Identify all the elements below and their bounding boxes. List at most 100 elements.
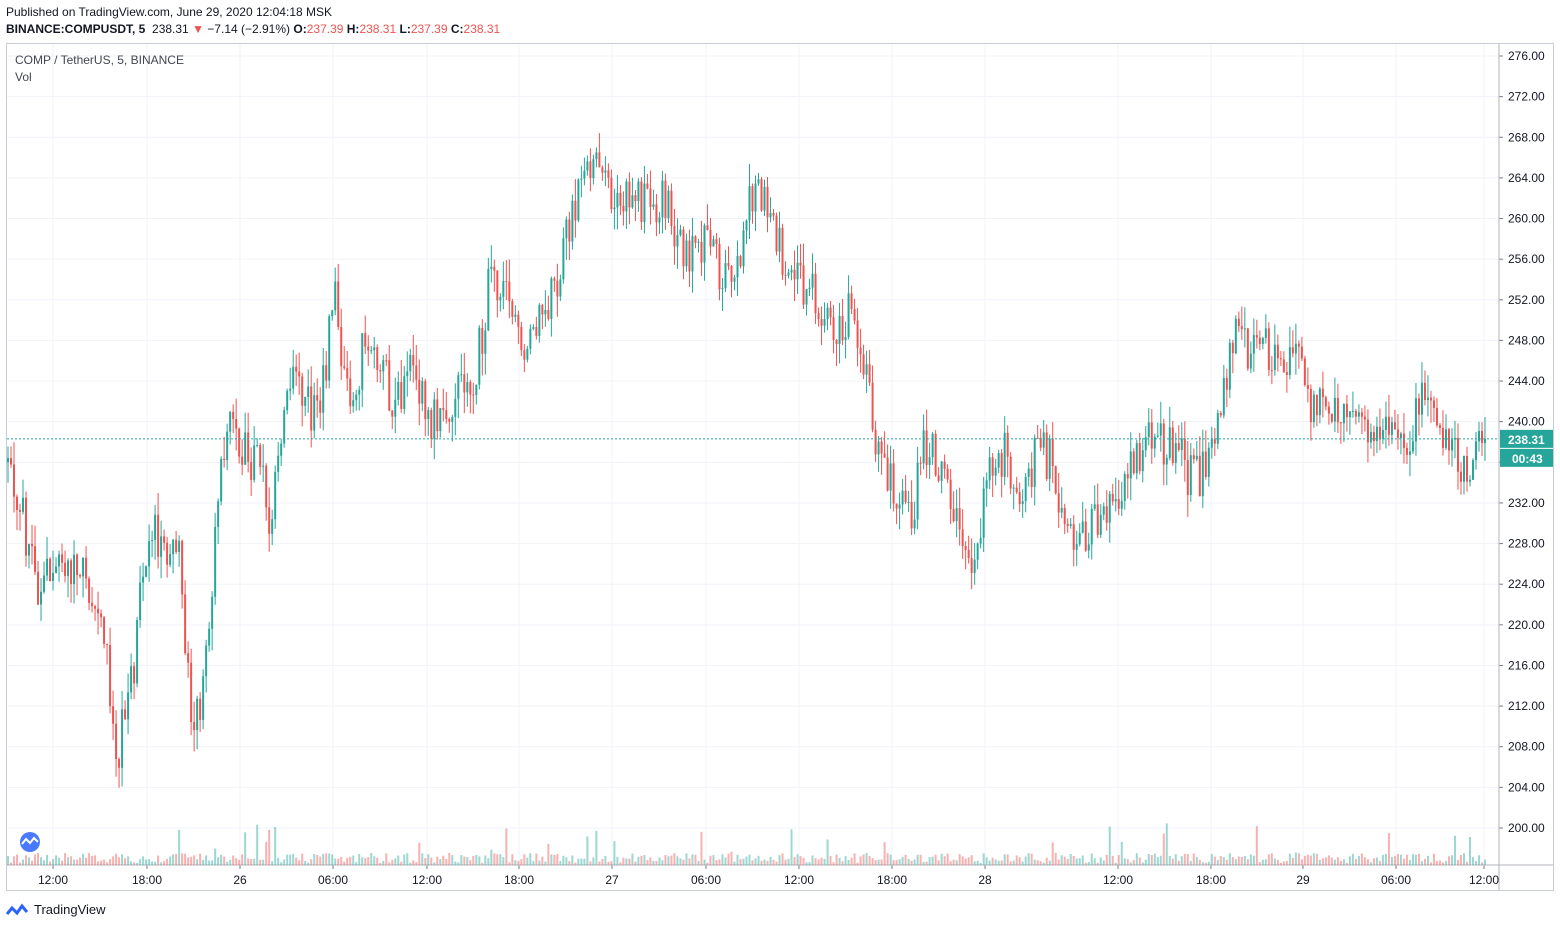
candle-body — [595, 152, 598, 160]
volume-bar — [1348, 856, 1351, 865]
candle-body — [1264, 328, 1267, 338]
candle-body — [463, 374, 466, 393]
candle-body — [1484, 438, 1486, 443]
candle-body — [334, 281, 337, 311]
candle-body — [937, 475, 940, 481]
volume-bar — [1147, 854, 1150, 865]
volume-bar — [226, 861, 229, 865]
candle-body — [1267, 328, 1270, 371]
volume-bar — [928, 857, 931, 865]
candle-body — [1207, 447, 1210, 477]
candle-body — [1477, 430, 1480, 442]
candle-body — [1150, 422, 1153, 449]
candle-body — [1321, 388, 1324, 398]
candle-body — [961, 529, 964, 547]
candle-body — [760, 179, 763, 211]
volume-bar — [1159, 855, 1162, 865]
volume-bar — [211, 860, 214, 865]
candle-body — [697, 241, 700, 243]
candle-body — [1153, 436, 1156, 449]
volume-bar — [454, 861, 457, 865]
volume-bar — [583, 858, 586, 865]
candle-body — [817, 313, 820, 320]
candle-body — [850, 293, 853, 310]
candle-body — [502, 281, 505, 297]
candle-body — [1402, 433, 1405, 448]
volume-bar — [1444, 860, 1447, 865]
volume-bar — [343, 861, 346, 865]
candle-body — [1420, 382, 1423, 415]
volume-bar — [1069, 854, 1072, 865]
volume-bar — [991, 857, 994, 865]
volume-bar — [973, 861, 976, 865]
volume-bar — [373, 856, 376, 865]
candle-body — [589, 161, 592, 179]
volume-bar — [1336, 857, 1339, 865]
volume-bar — [1216, 859, 1219, 865]
candle-body — [484, 330, 487, 354]
candle-body — [601, 167, 604, 173]
volume-bar — [193, 855, 196, 865]
volume-bar — [208, 860, 211, 865]
candle-body — [1099, 514, 1102, 535]
candle-body — [1228, 342, 1231, 390]
volume-bar — [628, 858, 631, 865]
volume-bar — [385, 853, 388, 865]
volume-bar — [277, 857, 280, 865]
candle-body — [1117, 498, 1120, 509]
candle-body — [1027, 468, 1030, 477]
volume-bar — [1120, 841, 1123, 865]
candle-body — [814, 273, 817, 314]
volume-bar — [862, 854, 865, 865]
volume-bar — [1204, 862, 1207, 865]
volume-bar — [367, 857, 370, 865]
volume-bar — [1009, 861, 1012, 865]
candle-body — [1084, 521, 1087, 551]
volume-bar — [1471, 857, 1474, 865]
volume-bar — [457, 862, 460, 865]
volume-bar — [523, 854, 526, 865]
candle-body — [1249, 353, 1252, 369]
volume-bar — [517, 860, 520, 865]
candle-body — [1411, 441, 1414, 452]
candle-body — [661, 180, 664, 218]
volume-bar — [157, 855, 160, 865]
candle-body — [439, 408, 442, 432]
volume-bar — [1408, 860, 1411, 865]
candle-body — [22, 497, 25, 512]
x-tick-label: 18:00 — [504, 873, 534, 887]
candle-body — [1435, 407, 1438, 426]
volume-bar — [379, 862, 382, 865]
volume-bar — [1060, 855, 1063, 865]
tradingview-watermark-icon — [20, 832, 40, 852]
candle-body — [1432, 400, 1435, 408]
volume-bar — [1405, 854, 1408, 865]
candle-body — [1162, 423, 1165, 465]
chart-frame[interactable] — [6, 43, 1554, 891]
candle-body — [577, 179, 580, 221]
candle-body — [634, 195, 637, 202]
candle-body — [847, 293, 850, 338]
candle-body — [1009, 456, 1012, 489]
candle-body — [643, 183, 646, 223]
candle-body — [829, 307, 832, 318]
volume-bar — [508, 862, 511, 865]
x-tick-label: 18:00 — [1196, 873, 1226, 887]
candle-body — [604, 170, 607, 173]
volume-bar — [283, 859, 286, 865]
candle-body — [349, 378, 352, 407]
volume-bar — [712, 855, 715, 865]
candle-body — [619, 192, 622, 206]
volume-bar — [784, 859, 787, 865]
candle-body — [925, 430, 928, 465]
volume-bar — [7, 856, 9, 865]
candle-body — [838, 315, 841, 345]
candle-body — [1300, 346, 1303, 359]
volume-bar — [664, 854, 667, 865]
candle-body — [472, 394, 475, 396]
volume-bar — [1450, 855, 1453, 865]
candle-body — [457, 375, 460, 399]
volume-bar — [265, 841, 268, 865]
candle-body — [1012, 487, 1015, 489]
